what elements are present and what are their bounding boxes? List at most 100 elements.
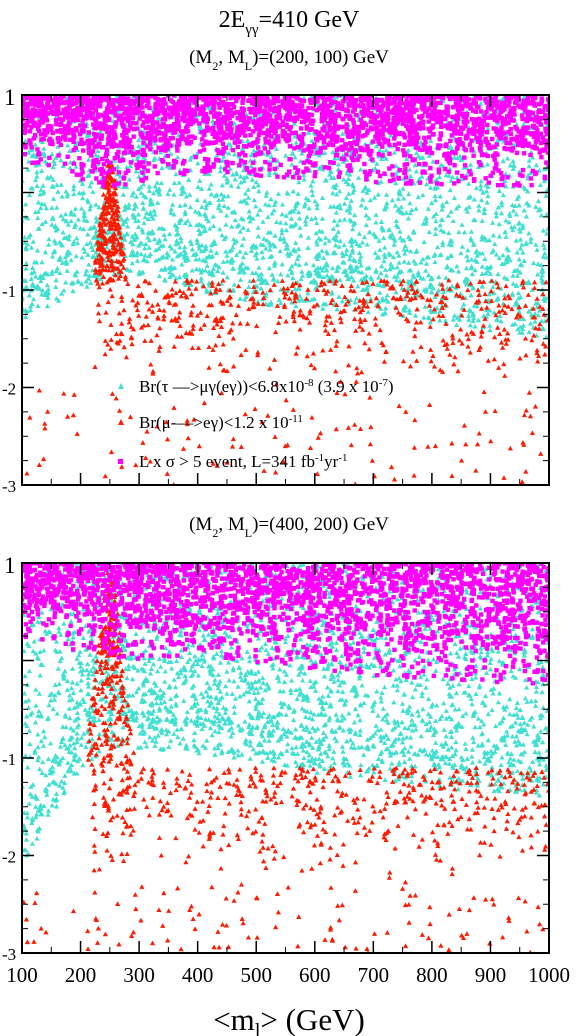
cyan-point (325, 250, 331, 256)
cyan-point (343, 272, 349, 278)
red-point (36, 462, 42, 467)
cyan-point (349, 249, 356, 255)
red-point (260, 301, 266, 307)
magenta-point (532, 145, 538, 151)
red-point (280, 459, 286, 464)
cyan-point (150, 190, 157, 196)
cyan-point (357, 259, 363, 265)
cyan-point (501, 261, 507, 266)
red-point (306, 319, 313, 325)
cyan-point (85, 252, 91, 257)
cyan-point (481, 206, 488, 211)
cyan-point (295, 191, 301, 196)
red-point (95, 310, 102, 316)
red-point (458, 457, 465, 463)
red-point (238, 444, 244, 449)
magenta-point (410, 138, 416, 143)
cyan-point (479, 236, 486, 241)
cyan-point (469, 263, 475, 269)
red-point (259, 419, 265, 425)
cyan-point (43, 219, 49, 224)
magenta-point (387, 95, 392, 99)
magenta-point (266, 139, 272, 144)
magenta-point (263, 159, 268, 165)
cyan-point (479, 271, 485, 276)
cyan-point (279, 201, 286, 207)
cyan-point (458, 157, 465, 163)
red-point (483, 298, 489, 304)
cyan-point (228, 183, 234, 188)
magenta-point (81, 98, 86, 104)
cyan-point (539, 278, 545, 283)
magenta-point (429, 150, 435, 156)
cyan-point (331, 218, 337, 223)
magenta-point (301, 131, 306, 137)
cyan-point (129, 192, 135, 198)
red-point (407, 363, 414, 369)
cyan-point (158, 243, 164, 249)
red-point (534, 347, 540, 353)
red-point (105, 341, 111, 347)
red-point (449, 332, 456, 338)
magenta-point (492, 114, 498, 120)
cyan-point (349, 226, 356, 232)
cyan-point (507, 257, 513, 263)
cyan-point (307, 272, 313, 278)
magenta-point (350, 109, 356, 114)
cyan-point (182, 250, 189, 255)
cyan-point (397, 191, 404, 197)
magenta-point (116, 143, 121, 148)
magenta-point (57, 111, 62, 116)
cyan-point (207, 200, 213, 206)
magenta-point (533, 130, 539, 136)
magenta-point (140, 160, 146, 165)
cyan-point (397, 268, 403, 274)
cyan-point (30, 239, 36, 244)
magenta-point (208, 110, 214, 115)
red-point (481, 389, 487, 395)
cyan-point (306, 205, 312, 211)
cyan-point (355, 175, 362, 180)
cyan-point (353, 295, 360, 301)
cyan-point (347, 265, 353, 270)
cyan-point (485, 311, 491, 316)
red-point (394, 296, 400, 302)
red-point (164, 471, 170, 476)
cyan-point (493, 210, 499, 215)
red-point (163, 419, 169, 425)
cyan-point (298, 296, 305, 302)
cyan-point (393, 222, 400, 228)
cyan-point (212, 193, 218, 198)
cyan-point (432, 309, 438, 314)
cyan-point (46, 242, 52, 247)
red-point (95, 245, 101, 250)
magenta-point (485, 122, 490, 128)
cyan-point (544, 187, 549, 192)
magenta-point (161, 100, 166, 106)
cyan-point (440, 242, 446, 248)
cyan-point (198, 269, 204, 275)
cyan-point (381, 235, 387, 241)
cyan-point (93, 231, 99, 237)
magenta-point (363, 112, 368, 117)
red-point (368, 298, 374, 304)
magenta-point (235, 95, 241, 100)
cyan-point (429, 289, 435, 295)
cyan-point (510, 273, 516, 278)
magenta-point (290, 175, 296, 180)
cyan-point (421, 239, 427, 245)
red-point (535, 358, 541, 364)
magenta-point (145, 144, 150, 149)
red-point (251, 284, 257, 290)
cyan-point (245, 195, 251, 200)
magenta-point (315, 99, 320, 104)
cyan-point (143, 241, 149, 247)
red-point (498, 339, 505, 345)
magenta-point (463, 101, 468, 107)
red-point (231, 363, 237, 369)
cyan-point (411, 230, 417, 235)
cyan-point (463, 265, 470, 271)
magenta-point (457, 109, 462, 114)
magenta-point (62, 161, 68, 166)
cyan-point (167, 187, 173, 192)
